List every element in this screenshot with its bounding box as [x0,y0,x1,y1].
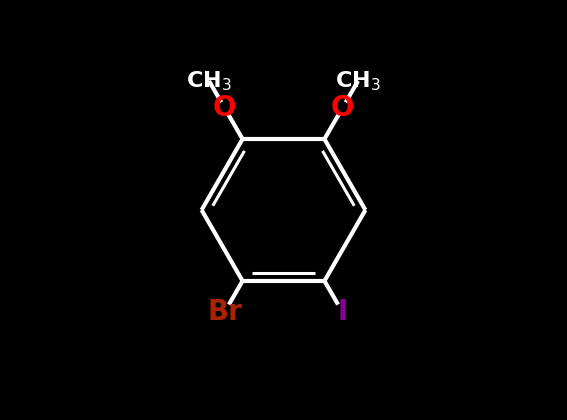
Text: CH$_3$: CH$_3$ [335,69,381,93]
Text: CH$_3$: CH$_3$ [186,69,232,93]
Text: O: O [331,94,354,122]
Text: Br: Br [208,298,242,326]
Text: O: O [213,94,236,122]
Text: I: I [337,298,348,326]
